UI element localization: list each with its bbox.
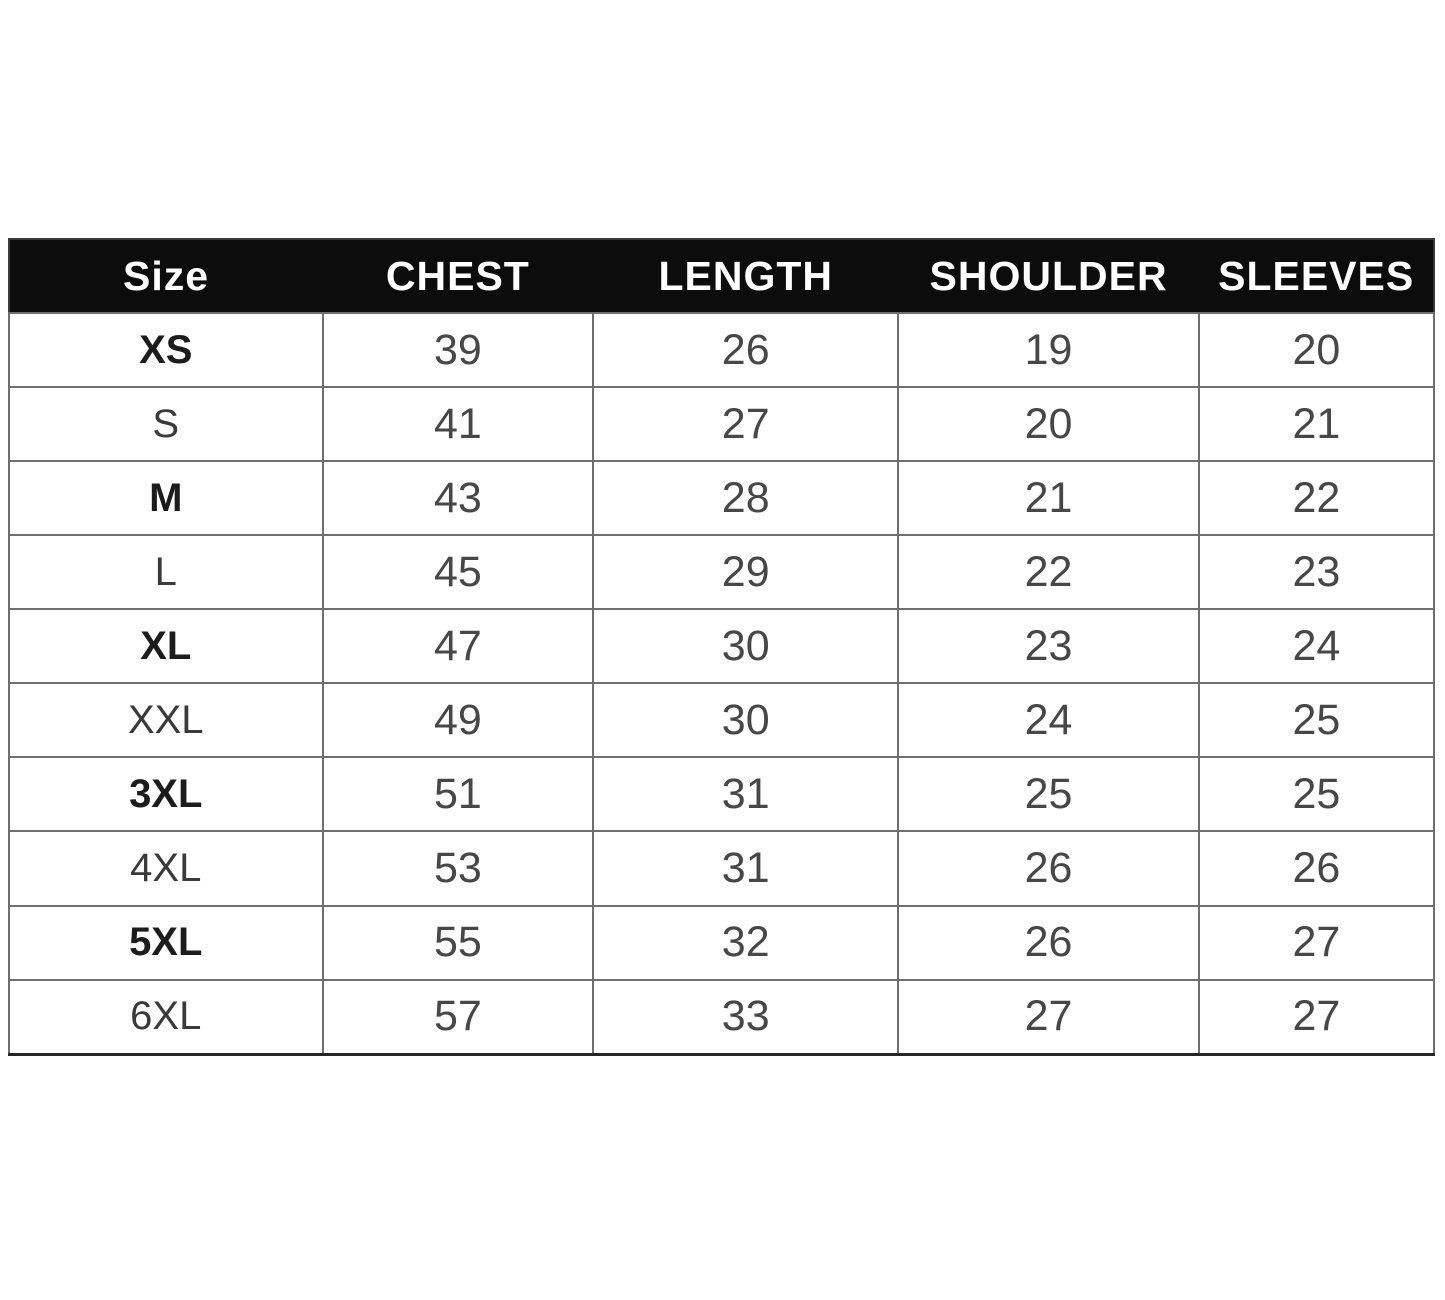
length-value: 32 — [592, 904, 900, 981]
table-row-xxl: XXL 49 30 24 25 — [8, 682, 1436, 759]
shoulder-value: 23 — [897, 608, 1200, 685]
sleeves-value: 23 — [1197, 534, 1436, 611]
chest-value: 55 — [321, 904, 595, 981]
table-row-6xl: 6XL 57 33 27 27 — [8, 978, 1436, 1056]
length-value: 31 — [592, 756, 900, 833]
sleeves-value: 24 — [1197, 608, 1436, 685]
table-row-s: S 41 27 20 21 — [8, 386, 1436, 463]
header-shoulder: SHOULDER — [897, 238, 1200, 314]
chest-value: 47 — [321, 608, 595, 685]
shoulder-value: 26 — [897, 904, 1200, 981]
sleeves-value: 25 — [1197, 682, 1436, 759]
shoulder-value: 27 — [897, 978, 1200, 1056]
size-label: 5XL — [8, 904, 324, 981]
header-sleeves: SLEEVES — [1198, 238, 1435, 314]
sleeves-value: 22 — [1197, 460, 1436, 537]
header-length: LENGTH — [592, 238, 899, 314]
size-label: M — [8, 460, 324, 537]
chest-value: 45 — [321, 534, 595, 611]
header-size: Size — [8, 238, 323, 314]
length-value: 27 — [592, 386, 900, 463]
size-label: 6XL — [8, 978, 324, 1056]
sleeves-value: 21 — [1197, 386, 1436, 463]
sleeves-value: 27 — [1197, 978, 1436, 1056]
sleeves-value: 26 — [1197, 830, 1436, 907]
shoulder-value: 26 — [897, 830, 1200, 907]
sleeves-value: 20 — [1197, 311, 1436, 389]
chest-value: 41 — [321, 386, 595, 463]
table-row-m: M 43 28 21 22 — [8, 460, 1436, 537]
table-row-xs: XS 39 26 19 20 — [8, 311, 1436, 389]
header-chest: CHEST — [322, 238, 594, 314]
chest-value: 57 — [321, 978, 595, 1056]
size-label: XS — [8, 311, 324, 389]
table-row-3xl: 3XL 51 31 25 25 — [8, 756, 1436, 833]
size-label: L — [8, 534, 324, 611]
size-chart-table-container: Size CHEST LENGTH SHOULDER SLEEVES XS 39… — [8, 238, 1436, 1056]
table-row-4xl: 4XL 53 31 26 26 — [8, 830, 1436, 907]
length-value: 30 — [592, 682, 900, 759]
shoulder-value: 19 — [897, 311, 1200, 389]
sleeves-value: 25 — [1197, 756, 1436, 833]
size-label: 3XL — [8, 756, 324, 833]
length-value: 30 — [592, 608, 900, 685]
size-label: XL — [8, 608, 324, 685]
size-label: 4XL — [8, 830, 324, 907]
length-value: 26 — [592, 311, 900, 389]
table-row-l: L 45 29 22 23 — [8, 534, 1436, 611]
shoulder-value: 25 — [897, 756, 1200, 833]
header-row: Size CHEST LENGTH SHOULDER SLEEVES — [8, 238, 1435, 314]
chest-value: 49 — [321, 682, 595, 759]
table-row-5xl: 5XL 55 32 26 27 — [8, 904, 1436, 981]
chest-value: 51 — [321, 756, 595, 833]
length-value: 28 — [592, 460, 900, 537]
shoulder-value: 24 — [897, 682, 1200, 759]
size-label: XXL — [8, 682, 324, 759]
shoulder-value: 21 — [897, 460, 1200, 537]
length-value: 29 — [592, 534, 900, 611]
shoulder-value: 22 — [897, 534, 1200, 611]
sleeves-value: 27 — [1197, 904, 1436, 981]
size-label: S — [8, 386, 324, 463]
chest-value: 53 — [321, 830, 595, 907]
table-row-xl: XL 47 30 23 24 — [8, 608, 1436, 685]
chest-value: 39 — [321, 311, 595, 389]
length-value: 33 — [592, 978, 900, 1056]
length-value: 31 — [592, 830, 900, 907]
shoulder-value: 20 — [897, 386, 1200, 463]
size-chart-table: Size CHEST LENGTH SHOULDER SLEEVES XS 39… — [8, 238, 1436, 1056]
chest-value: 43 — [321, 460, 595, 537]
